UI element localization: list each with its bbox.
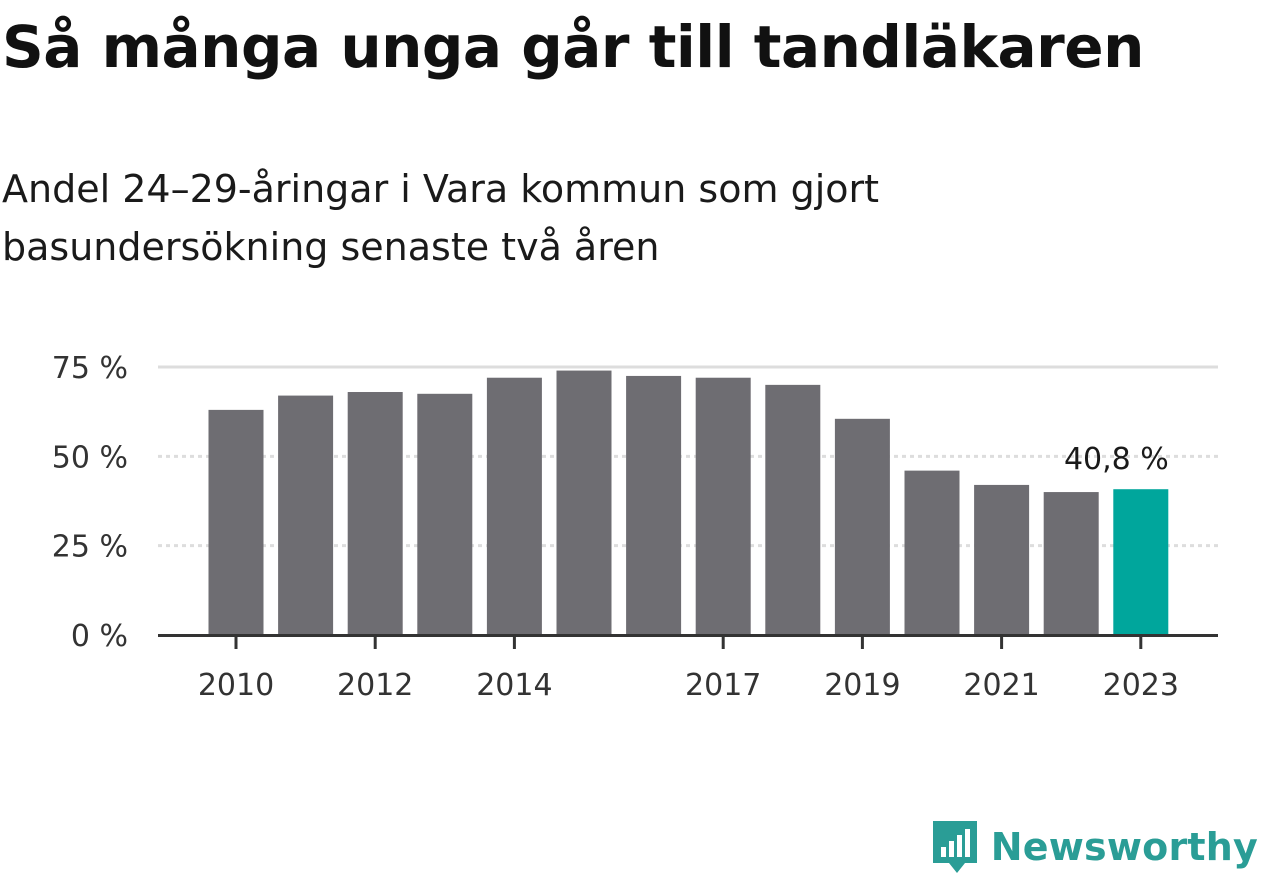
y-tick-label: 0 % <box>71 619 128 654</box>
bar-2023 <box>1113 489 1169 635</box>
x-tick-label: 2021 <box>963 668 1039 703</box>
chart-title: Så många unga går till tandläkaren <box>2 13 1144 81</box>
grid-lines <box>158 365 1218 548</box>
bar-2013 <box>417 393 473 635</box>
brand-name: Newsworthy <box>990 825 1258 869</box>
newsworthy-logo-icon <box>932 821 977 873</box>
bar-2020 <box>904 470 960 635</box>
bar-2010 <box>208 409 264 635</box>
y-tick-label: 25 % <box>52 530 128 565</box>
x-tick-label: 2014 <box>476 668 552 703</box>
y-tick-label: 75 % <box>52 351 128 386</box>
bar-2011 <box>278 395 334 635</box>
bar-2014 <box>486 377 542 635</box>
bar-2019 <box>834 418 890 635</box>
bars <box>208 370 1169 635</box>
bar-2018 <box>765 384 821 635</box>
x-tick-label: 2017 <box>685 668 761 703</box>
value-labels: 40,8 % <box>1064 442 1169 477</box>
bar-2022 <box>1043 492 1099 635</box>
bar-2017 <box>695 377 751 635</box>
value-label-2023: 40,8 % <box>1064 442 1169 477</box>
bar-2016 <box>626 375 682 635</box>
x-tick-label: 2012 <box>337 668 413 703</box>
x-tick-label: 2010 <box>198 668 274 703</box>
x-tick-label: 2023 <box>1103 668 1179 703</box>
x-tick-label: 2019 <box>824 668 900 703</box>
bar-2015 <box>556 370 612 635</box>
y-tick-label: 50 % <box>52 440 128 475</box>
bar-2012 <box>347 392 403 635</box>
y-axis-ticks: 0 % 25 % 50 % 75 % <box>52 351 128 654</box>
brand: Newsworthy <box>931 819 1258 875</box>
x-axis-ticks: 2010 2012 2014 2017 2019 2021 2023 <box>198 635 1179 703</box>
chart-subtitle: Andel 24–29-åringar i Vara kommun som gj… <box>2 167 880 269</box>
bar-2021 <box>974 484 1030 635</box>
